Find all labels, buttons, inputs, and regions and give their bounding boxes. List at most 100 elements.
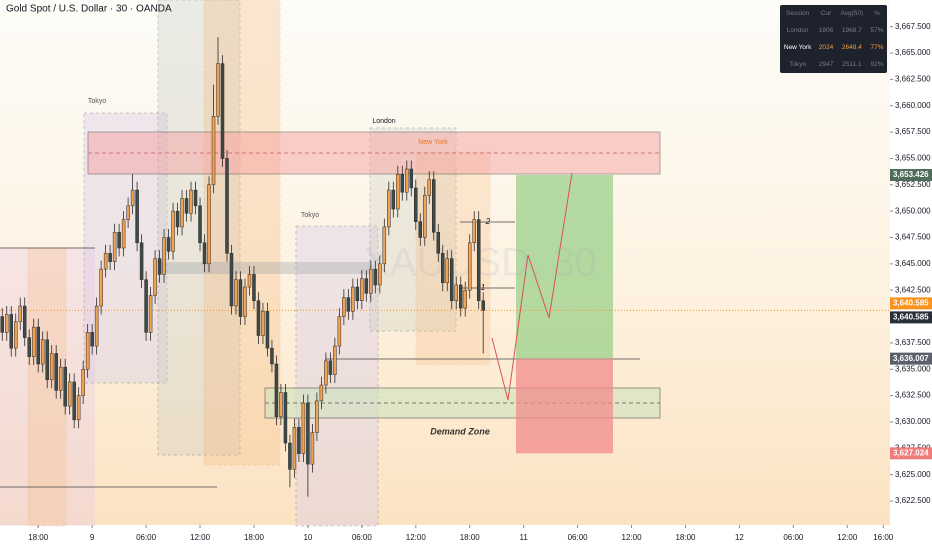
candle-body — [121, 219, 126, 249]
range-band — [160, 262, 370, 274]
candle-body — [373, 268, 378, 286]
x-tick-label: 06:00 — [783, 533, 804, 542]
candle-body — [58, 366, 63, 391]
candle-body — [310, 432, 315, 465]
y-tick-label: 3,667.500 — [895, 22, 931, 31]
x-tick-label: 06:00 — [568, 533, 589, 542]
y-tick-label: 3,650.000 — [895, 206, 931, 215]
candle-body — [4, 314, 9, 333]
y-tick-label: 3,655.000 — [895, 154, 931, 163]
x-tick-label: 12 — [735, 533, 744, 542]
candle-body — [229, 253, 234, 307]
x-tick-label: 10 — [303, 533, 312, 542]
x-tick-label: 06:00 — [136, 533, 157, 542]
candle-body — [292, 426, 297, 470]
table-cell: 2511.1 — [842, 61, 862, 68]
candle-body — [337, 316, 342, 347]
candle-body — [22, 305, 27, 338]
candle-body — [458, 284, 463, 309]
candles — [0, 37, 485, 497]
x-tick-label: 18:00 — [244, 533, 265, 542]
candle-body — [418, 221, 423, 238]
candle-body — [76, 395, 81, 421]
y-tick-label: 3,647.500 — [895, 233, 931, 242]
y-tick-label: 3,635.000 — [895, 364, 931, 373]
wave-label: 1 — [481, 283, 485, 292]
wave-label: 2 — [485, 217, 491, 226]
candle-body — [423, 195, 427, 238]
y-tick-label: 3,630.000 — [895, 417, 931, 426]
y-tick-label: 3,657.500 — [895, 127, 931, 136]
candle-body — [409, 168, 414, 189]
candle-body — [40, 339, 45, 365]
candle-body — [301, 402, 306, 454]
candle-body — [36, 326, 40, 365]
candle-body — [441, 253, 445, 284]
candle-body — [436, 231, 441, 254]
candle-body — [467, 242, 472, 291]
candle-body — [45, 339, 49, 381]
candle-body — [49, 353, 54, 381]
candle-body — [162, 237, 166, 275]
time-axis-panel — [0, 525, 890, 550]
candle-body — [243, 286, 247, 317]
candle-body — [180, 198, 184, 228]
candle-body — [207, 184, 211, 265]
candle-body — [94, 305, 99, 347]
candle-body — [216, 63, 220, 117]
table-cell: 92% — [870, 61, 884, 68]
candle-body — [90, 332, 94, 347]
price-badge-label: 3,627.024 — [893, 448, 929, 457]
position-tool — [0, 175, 890, 454]
candle-body — [405, 168, 409, 193]
candle-body — [193, 189, 198, 207]
candle-body — [391, 189, 396, 210]
candle-body — [270, 347, 274, 365]
axes: 3,622.5003,625.0003,627.5003,630.0003,63… — [28, 22, 932, 542]
candle-body — [288, 442, 292, 470]
candle-body — [328, 360, 333, 375]
candle-body — [382, 226, 387, 265]
y-tick-label: 3,622.500 — [895, 496, 931, 505]
x-tick-label: 16:00 — [873, 533, 894, 542]
y-tick-label: 3,660.000 — [895, 101, 931, 110]
session-label: Tokyo — [301, 212, 319, 219]
candle-body — [355, 286, 360, 301]
candle-body — [139, 242, 144, 280]
candle-body — [211, 116, 216, 186]
candle-body — [85, 332, 90, 370]
candle-body — [112, 231, 117, 262]
candle-body — [103, 253, 108, 270]
x-tick-label: 18:00 — [675, 533, 696, 542]
table-cell: London — [786, 27, 809, 34]
loss-zone — [516, 358, 613, 454]
candle-body — [220, 63, 225, 159]
candle-body — [99, 268, 103, 307]
y-tick-label: 3,665.000 — [895, 48, 931, 57]
candle-body — [274, 363, 279, 417]
y-tick-label: 3,642.500 — [895, 285, 931, 294]
candle-body — [360, 278, 364, 301]
candle-body — [189, 189, 193, 214]
table-cell: New York — [783, 44, 812, 51]
x-tick-label: 11 — [520, 533, 529, 542]
table-cell: Tokyo — [789, 61, 807, 68]
table-cell: 77% — [870, 44, 884, 51]
candle-body — [148, 295, 153, 333]
candle-body — [306, 402, 310, 465]
candle-body — [472, 219, 476, 244]
price-badge — [890, 297, 932, 310]
table-cell: 1806 — [818, 27, 834, 34]
candle-body — [319, 384, 324, 402]
candle-body — [198, 205, 202, 244]
table-row: New York 2024 2648.4 77% — [780, 39, 887, 56]
candle-body — [400, 173, 405, 193]
candle-body — [18, 305, 22, 323]
table-cell: 2947 — [818, 61, 834, 68]
table-cell: 2024 — [818, 44, 834, 51]
candle-body — [449, 258, 454, 301]
candle-body — [166, 237, 171, 252]
price-badge — [890, 169, 932, 182]
